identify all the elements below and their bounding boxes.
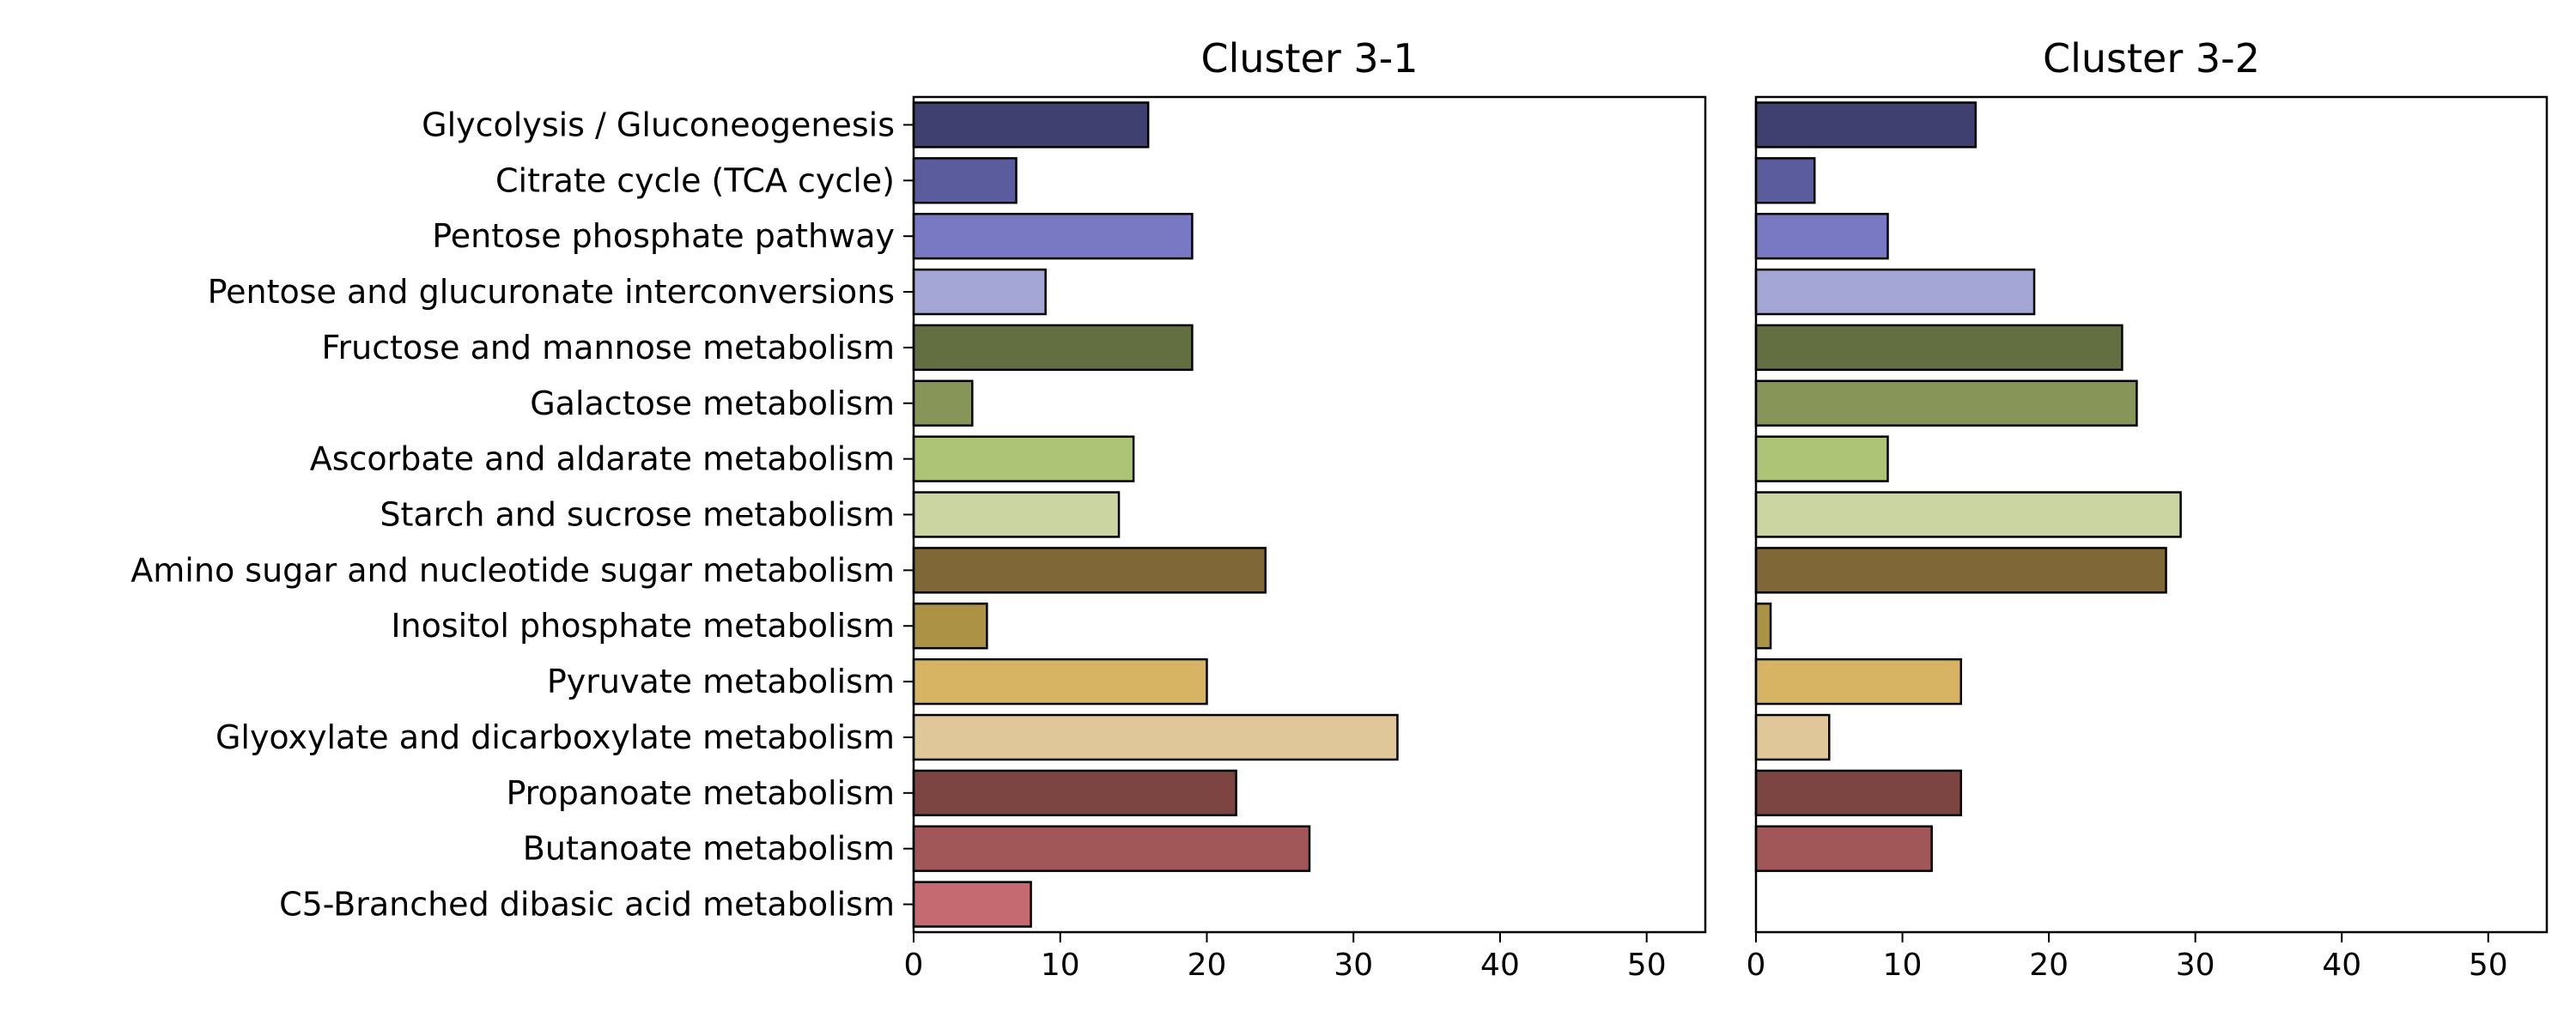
x-tick-label: 40 <box>1480 948 1520 983</box>
bar <box>1754 491 2182 538</box>
panel-title: Cluster 3-2 <box>2043 35 2260 82</box>
bar <box>1754 603 1772 650</box>
x-tick-label: 10 <box>1883 948 1923 983</box>
bar <box>912 157 1018 204</box>
bar <box>1754 212 1889 260</box>
y-tick-label: Amino sugar and nucleotide sugar metabol… <box>131 551 895 589</box>
plot-frame <box>912 95 1707 934</box>
y-tick-label: Inositol phosphate metabolism <box>391 607 895 645</box>
bar <box>912 101 1150 148</box>
bar <box>912 379 974 427</box>
bar <box>912 324 1194 372</box>
x-tick-label: 30 <box>1334 948 1373 983</box>
bar <box>1754 268 2036 316</box>
bar <box>912 212 1194 260</box>
bar <box>1754 157 1816 204</box>
y-tick-label: Citrate cycle (TCA cycle) <box>495 161 895 199</box>
x-tick-label: 50 <box>1627 948 1667 983</box>
y-tick-label: Pentose and glucuronate interconversions <box>208 273 895 311</box>
y-tick-label: Fructose and mannose metabolism <box>321 329 895 367</box>
y-tick-label: Pyruvate metabolism <box>547 663 895 700</box>
y-tick-label: Starch and sucrose metabolism <box>380 496 895 534</box>
x-tick-label: 0 <box>1747 948 1766 983</box>
bar <box>912 713 1399 761</box>
x-tick-label: 20 <box>1188 948 1227 983</box>
x-tick-label: 10 <box>1041 948 1080 983</box>
y-tick-label: Butanoate metabolism <box>523 830 895 868</box>
x-tick-label: 40 <box>2322 948 2361 983</box>
y-tick-label: Glyoxylate and dicarboxylate metabolism <box>216 718 895 756</box>
bar <box>912 547 1267 594</box>
y-tick-label: C5-Branched dibasic acid metabolism <box>279 886 895 924</box>
bar <box>1754 657 1963 706</box>
plot-frame <box>1754 95 2549 934</box>
bar <box>912 268 1047 316</box>
y-tick-label: Galactose metabolism <box>530 385 895 422</box>
bar <box>1754 713 1831 761</box>
bar <box>912 881 1032 928</box>
bar <box>1754 769 1963 817</box>
y-tick-label: Ascorbate and aldarate metabolism <box>310 440 895 478</box>
panel-title: Cluster 3-1 <box>1200 35 1418 82</box>
bar <box>912 657 1208 706</box>
bar <box>1754 825 1933 872</box>
x-tick-label: 0 <box>904 948 924 983</box>
bar <box>912 769 1237 817</box>
panel-2: Cluster 3-2 0 10 20 30 40 50 <box>1747 35 2549 983</box>
x-tick-label: 50 <box>2469 948 2508 983</box>
panel-1: Cluster 3-1 0 10 20 30 40 50 <box>904 35 1707 983</box>
bar <box>1754 547 2167 594</box>
y-tick-label: Pentose phosphate pathway <box>432 217 895 255</box>
x-tick-label: 30 <box>2176 948 2215 983</box>
x-tick-label: 20 <box>2029 948 2069 983</box>
bar <box>1754 379 2138 427</box>
bar <box>912 603 988 650</box>
bar <box>1754 324 2123 372</box>
bar <box>1754 101 1978 148</box>
bar <box>912 491 1121 538</box>
bar <box>912 825 1311 872</box>
y-tick-label: Propanoate metabolism <box>506 774 895 812</box>
bar <box>912 435 1135 482</box>
y-tick-label: Glycolysis / Gluconeogenesis <box>422 106 895 143</box>
bar <box>1754 435 1889 482</box>
